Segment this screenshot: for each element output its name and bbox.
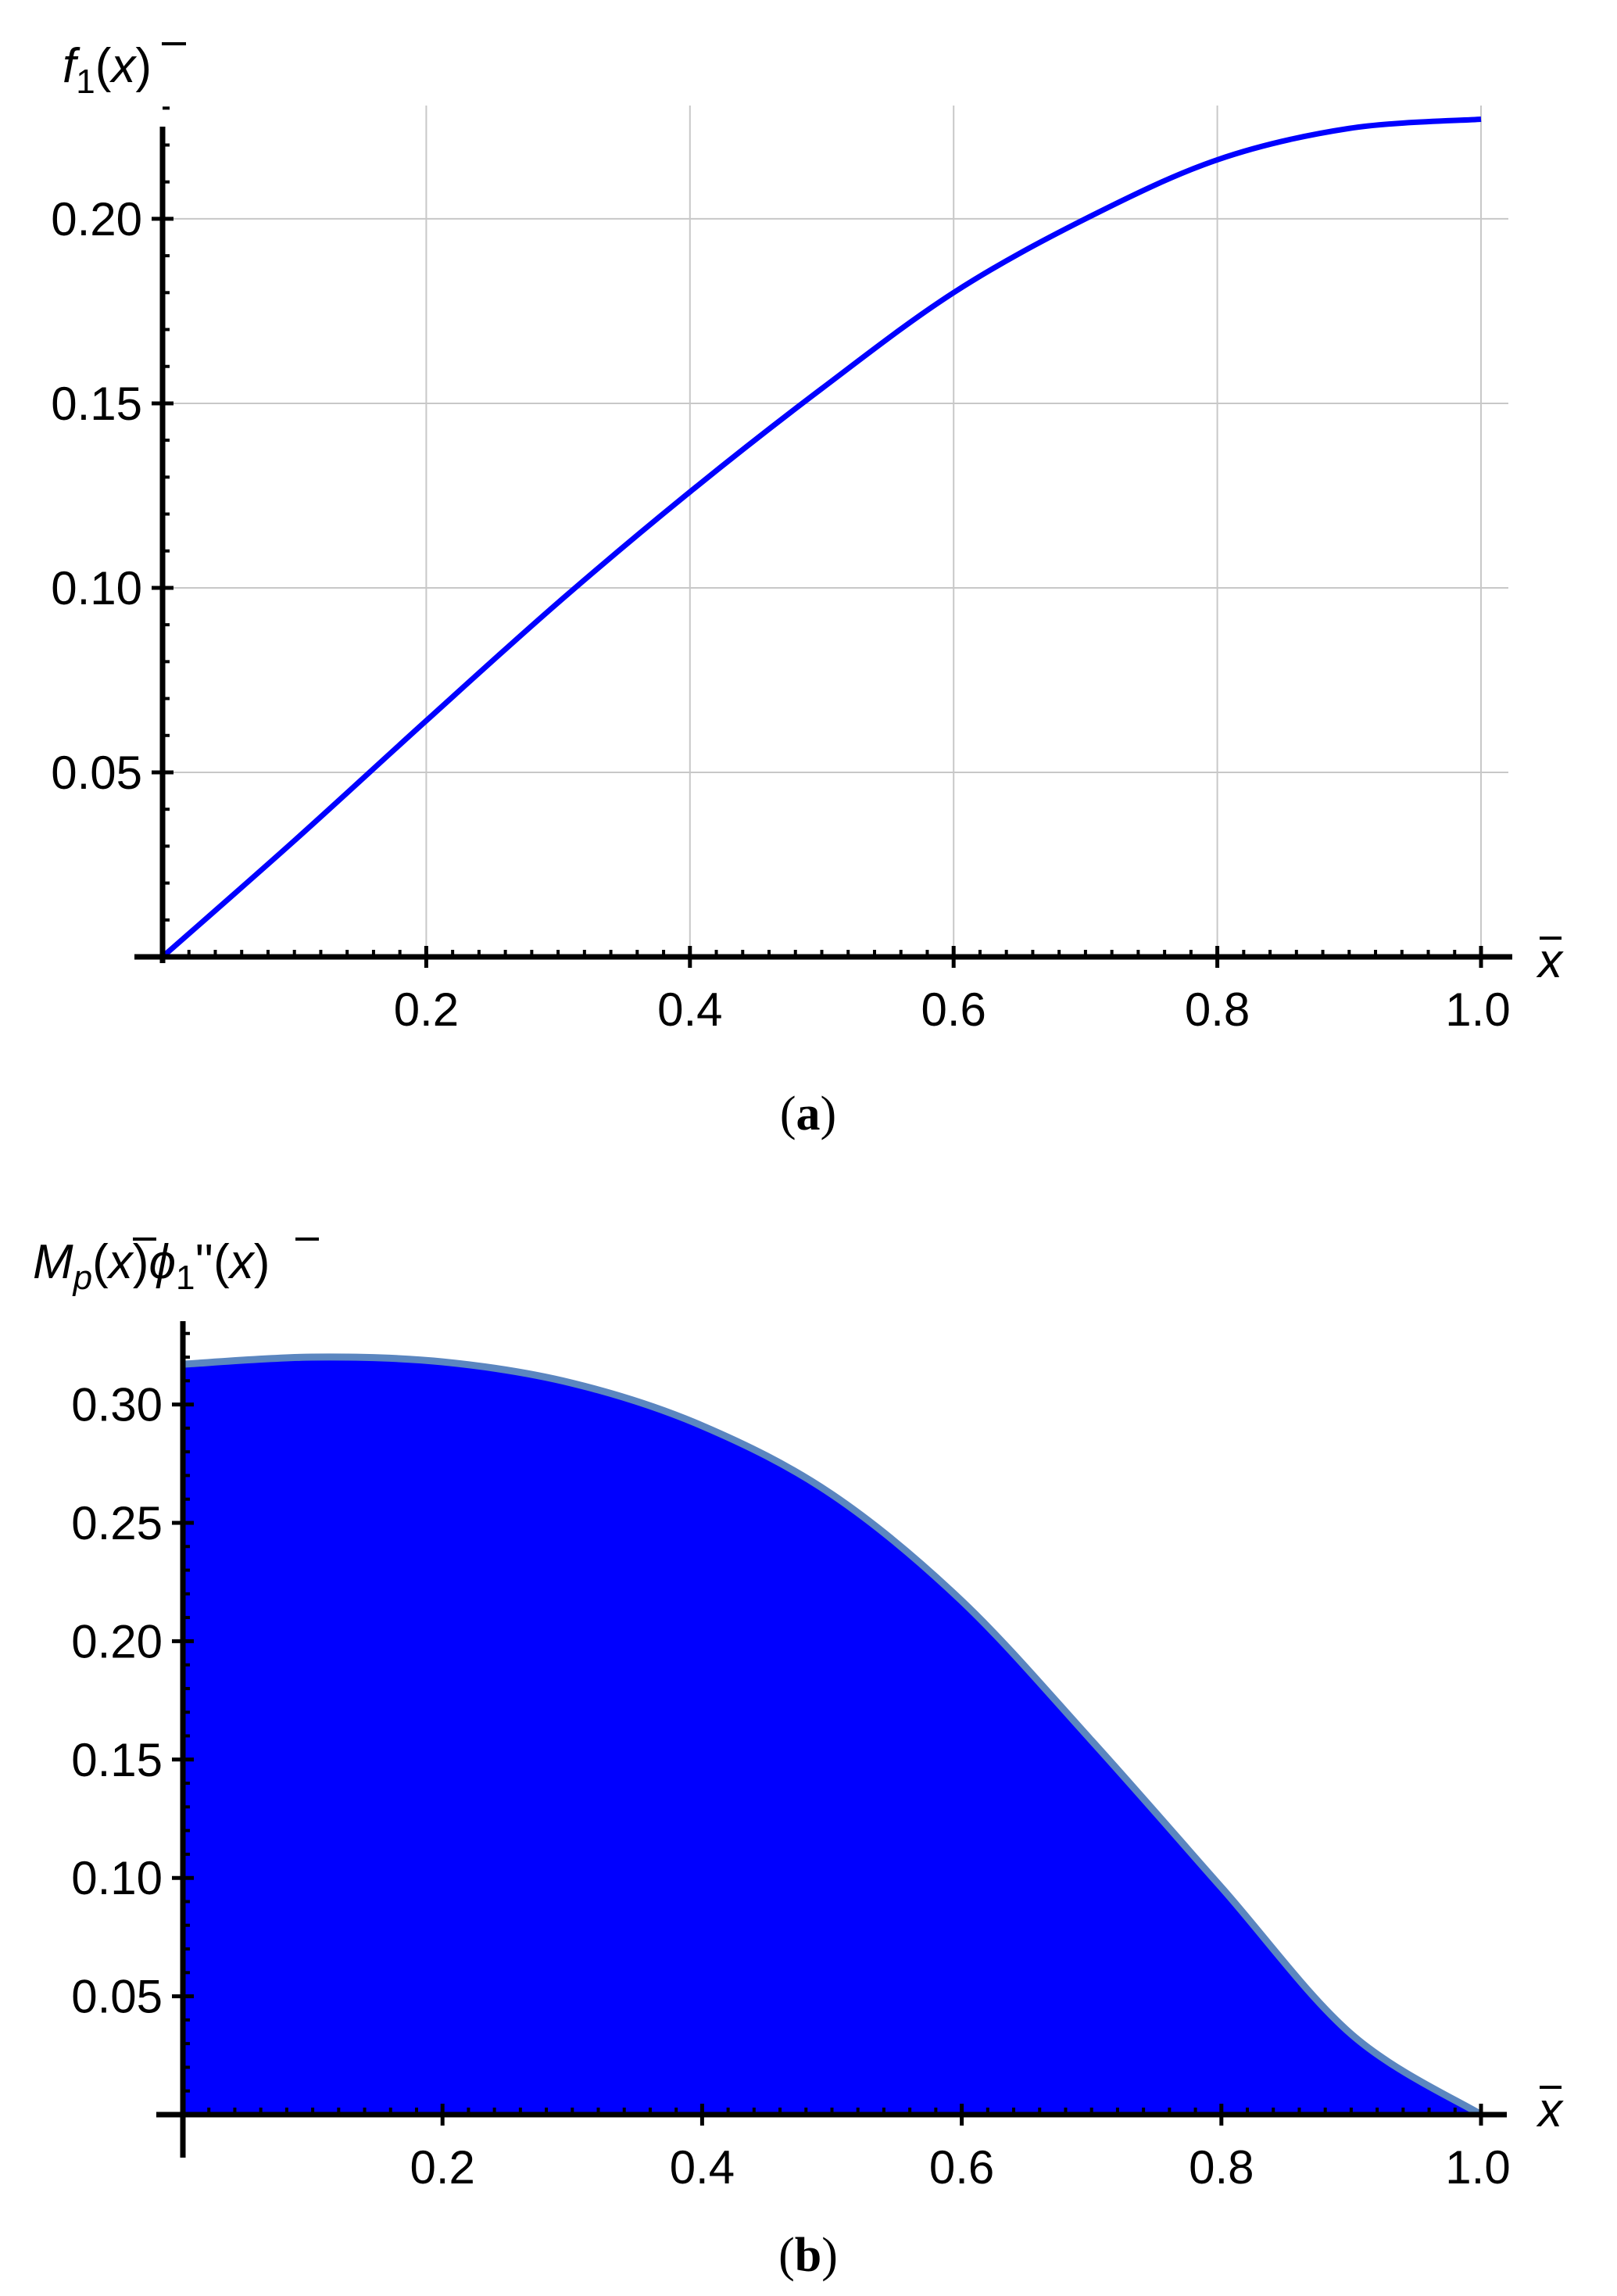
caption-b: (b) bbox=[778, 2229, 838, 2282]
x-tick-label: 0.4 bbox=[670, 2141, 735, 2194]
y-tick-label: 0.05 bbox=[71, 1971, 163, 2023]
y-tick-labels-a: 0.05 0.10 0.15 0.20 bbox=[51, 193, 142, 799]
x-tick-label: 0.4 bbox=[657, 983, 722, 1036]
chart-b: 0.2 0.4 0.6 0.8 1.0 0.05 0.10 0.15 0.20 0.25 0.30… bbox=[33, 1235, 1564, 2282]
y-tick-label: 0.10 bbox=[51, 562, 142, 614]
series-line-a bbox=[160, 116, 1482, 959]
y-tick-label: 0.15 bbox=[51, 378, 142, 430]
chart-a: 0.2 0.4 0.6 0.8 1.0 0.05 0.10 0.15 0.20 f1(x) x… bbox=[51, 39, 1564, 1141]
caption-a: (a) bbox=[780, 1087, 836, 1141]
y-tick-labels-b: 0.05 0.10 0.15 0.20 0.25 0.30 bbox=[71, 1379, 163, 2023]
axes-b bbox=[156, 1321, 1507, 2158]
x-tick-label: 1.0 bbox=[1445, 983, 1510, 1036]
x-tick-label: 0.2 bbox=[410, 2141, 474, 2194]
x-tick-labels-b: 0.2 0.4 0.6 0.8 1.0 bbox=[410, 2141, 1510, 2194]
y-tick-label: 0.20 bbox=[71, 1615, 163, 1667]
series-area-b bbox=[183, 1356, 1481, 2115]
y-tick-label: 0.15 bbox=[71, 1734, 163, 1786]
x-tick-labels-a: 0.2 0.4 0.6 0.8 1.0 bbox=[394, 983, 1511, 1036]
y-tick-label: 0.10 bbox=[71, 1852, 163, 1904]
x-tick-label: 0.2 bbox=[394, 983, 459, 1036]
series-line-b bbox=[182, 1353, 1483, 2118]
x-tick-label: 1.0 bbox=[1445, 2141, 1510, 2194]
x-tick-label: 0.6 bbox=[921, 983, 986, 1036]
x-axis-label-a: x bbox=[1536, 934, 1564, 988]
y-tick-label: 0.05 bbox=[51, 747, 142, 799]
axes-a bbox=[134, 106, 1512, 968]
x-axis-label-b: x bbox=[1536, 2083, 1564, 2137]
y-axis-label-b: Mp(x)ϕ1''(x) bbox=[33, 1235, 270, 1297]
y-tick-label: 0.30 bbox=[71, 1379, 163, 1431]
y-axis-label-a: f1(x) bbox=[63, 39, 152, 101]
y-tick-label: 0.20 bbox=[51, 193, 142, 245]
x-tick-label: 0.8 bbox=[1189, 2141, 1254, 2194]
x-tick-label: 0.8 bbox=[1185, 983, 1250, 1036]
y-tick-label: 0.25 bbox=[71, 1497, 163, 1549]
x-tick-label: 0.6 bbox=[929, 2141, 994, 2194]
grid-a bbox=[163, 106, 1508, 957]
